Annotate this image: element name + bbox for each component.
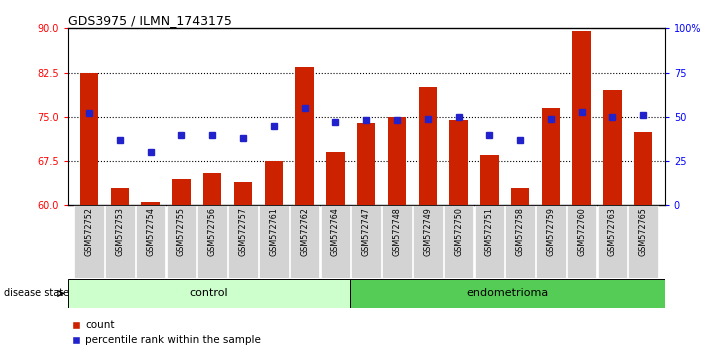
Text: GSM572762: GSM572762 xyxy=(300,207,309,256)
Bar xyxy=(68,279,351,308)
Text: disease state: disease state xyxy=(4,289,69,298)
Bar xyxy=(321,205,350,278)
Bar xyxy=(572,31,591,205)
Bar xyxy=(203,173,221,205)
Bar xyxy=(351,205,381,278)
Bar xyxy=(75,205,104,278)
Text: GSM572764: GSM572764 xyxy=(331,207,340,256)
Bar xyxy=(290,205,319,278)
Bar xyxy=(80,73,98,205)
Text: GSM572760: GSM572760 xyxy=(577,207,586,256)
Bar xyxy=(357,123,375,205)
Bar xyxy=(474,205,504,278)
Bar xyxy=(413,205,442,278)
Text: GSM572758: GSM572758 xyxy=(515,207,525,256)
Text: GSM572752: GSM572752 xyxy=(85,207,94,257)
Legend: count, percentile rank within the sample: count, percentile rank within the sample xyxy=(73,320,261,346)
Text: GSM572757: GSM572757 xyxy=(238,207,247,257)
Text: GDS3975 / ILMN_1743175: GDS3975 / ILMN_1743175 xyxy=(68,14,231,27)
Bar xyxy=(136,205,166,278)
Bar xyxy=(166,205,196,278)
Bar xyxy=(634,132,653,205)
Bar xyxy=(480,155,498,205)
Text: GSM572748: GSM572748 xyxy=(392,207,402,256)
Text: GSM572759: GSM572759 xyxy=(546,207,555,257)
Text: GSM572754: GSM572754 xyxy=(146,207,155,256)
Text: GSM572749: GSM572749 xyxy=(423,207,432,256)
Bar xyxy=(511,188,529,205)
Bar xyxy=(295,67,314,205)
Text: control: control xyxy=(190,289,228,298)
Bar xyxy=(536,205,566,278)
Text: GSM572756: GSM572756 xyxy=(208,207,217,256)
Bar xyxy=(198,205,227,278)
Bar xyxy=(172,179,191,205)
Bar xyxy=(351,279,665,308)
Bar xyxy=(629,205,658,278)
Bar xyxy=(234,182,252,205)
Bar xyxy=(506,205,535,278)
Text: GSM572750: GSM572750 xyxy=(454,207,463,256)
Text: GSM572765: GSM572765 xyxy=(638,207,648,256)
Bar xyxy=(444,205,474,278)
Text: GSM572763: GSM572763 xyxy=(608,207,617,256)
Bar xyxy=(449,120,468,205)
Bar xyxy=(419,87,437,205)
Bar xyxy=(383,205,412,278)
Bar xyxy=(603,90,621,205)
Bar xyxy=(259,205,289,278)
Bar xyxy=(228,205,258,278)
Text: GSM572751: GSM572751 xyxy=(485,207,494,256)
Text: endometrioma: endometrioma xyxy=(466,289,549,298)
Bar xyxy=(264,161,283,205)
Text: GSM572753: GSM572753 xyxy=(115,207,124,256)
Bar xyxy=(105,205,134,278)
Bar xyxy=(598,205,627,278)
Text: GSM572761: GSM572761 xyxy=(269,207,278,256)
Bar xyxy=(326,152,345,205)
Bar xyxy=(567,205,597,278)
Text: GSM572747: GSM572747 xyxy=(362,207,370,256)
Bar xyxy=(111,188,129,205)
Bar xyxy=(387,117,406,205)
Text: GSM572755: GSM572755 xyxy=(177,207,186,257)
Bar xyxy=(542,108,560,205)
Bar xyxy=(141,202,160,205)
